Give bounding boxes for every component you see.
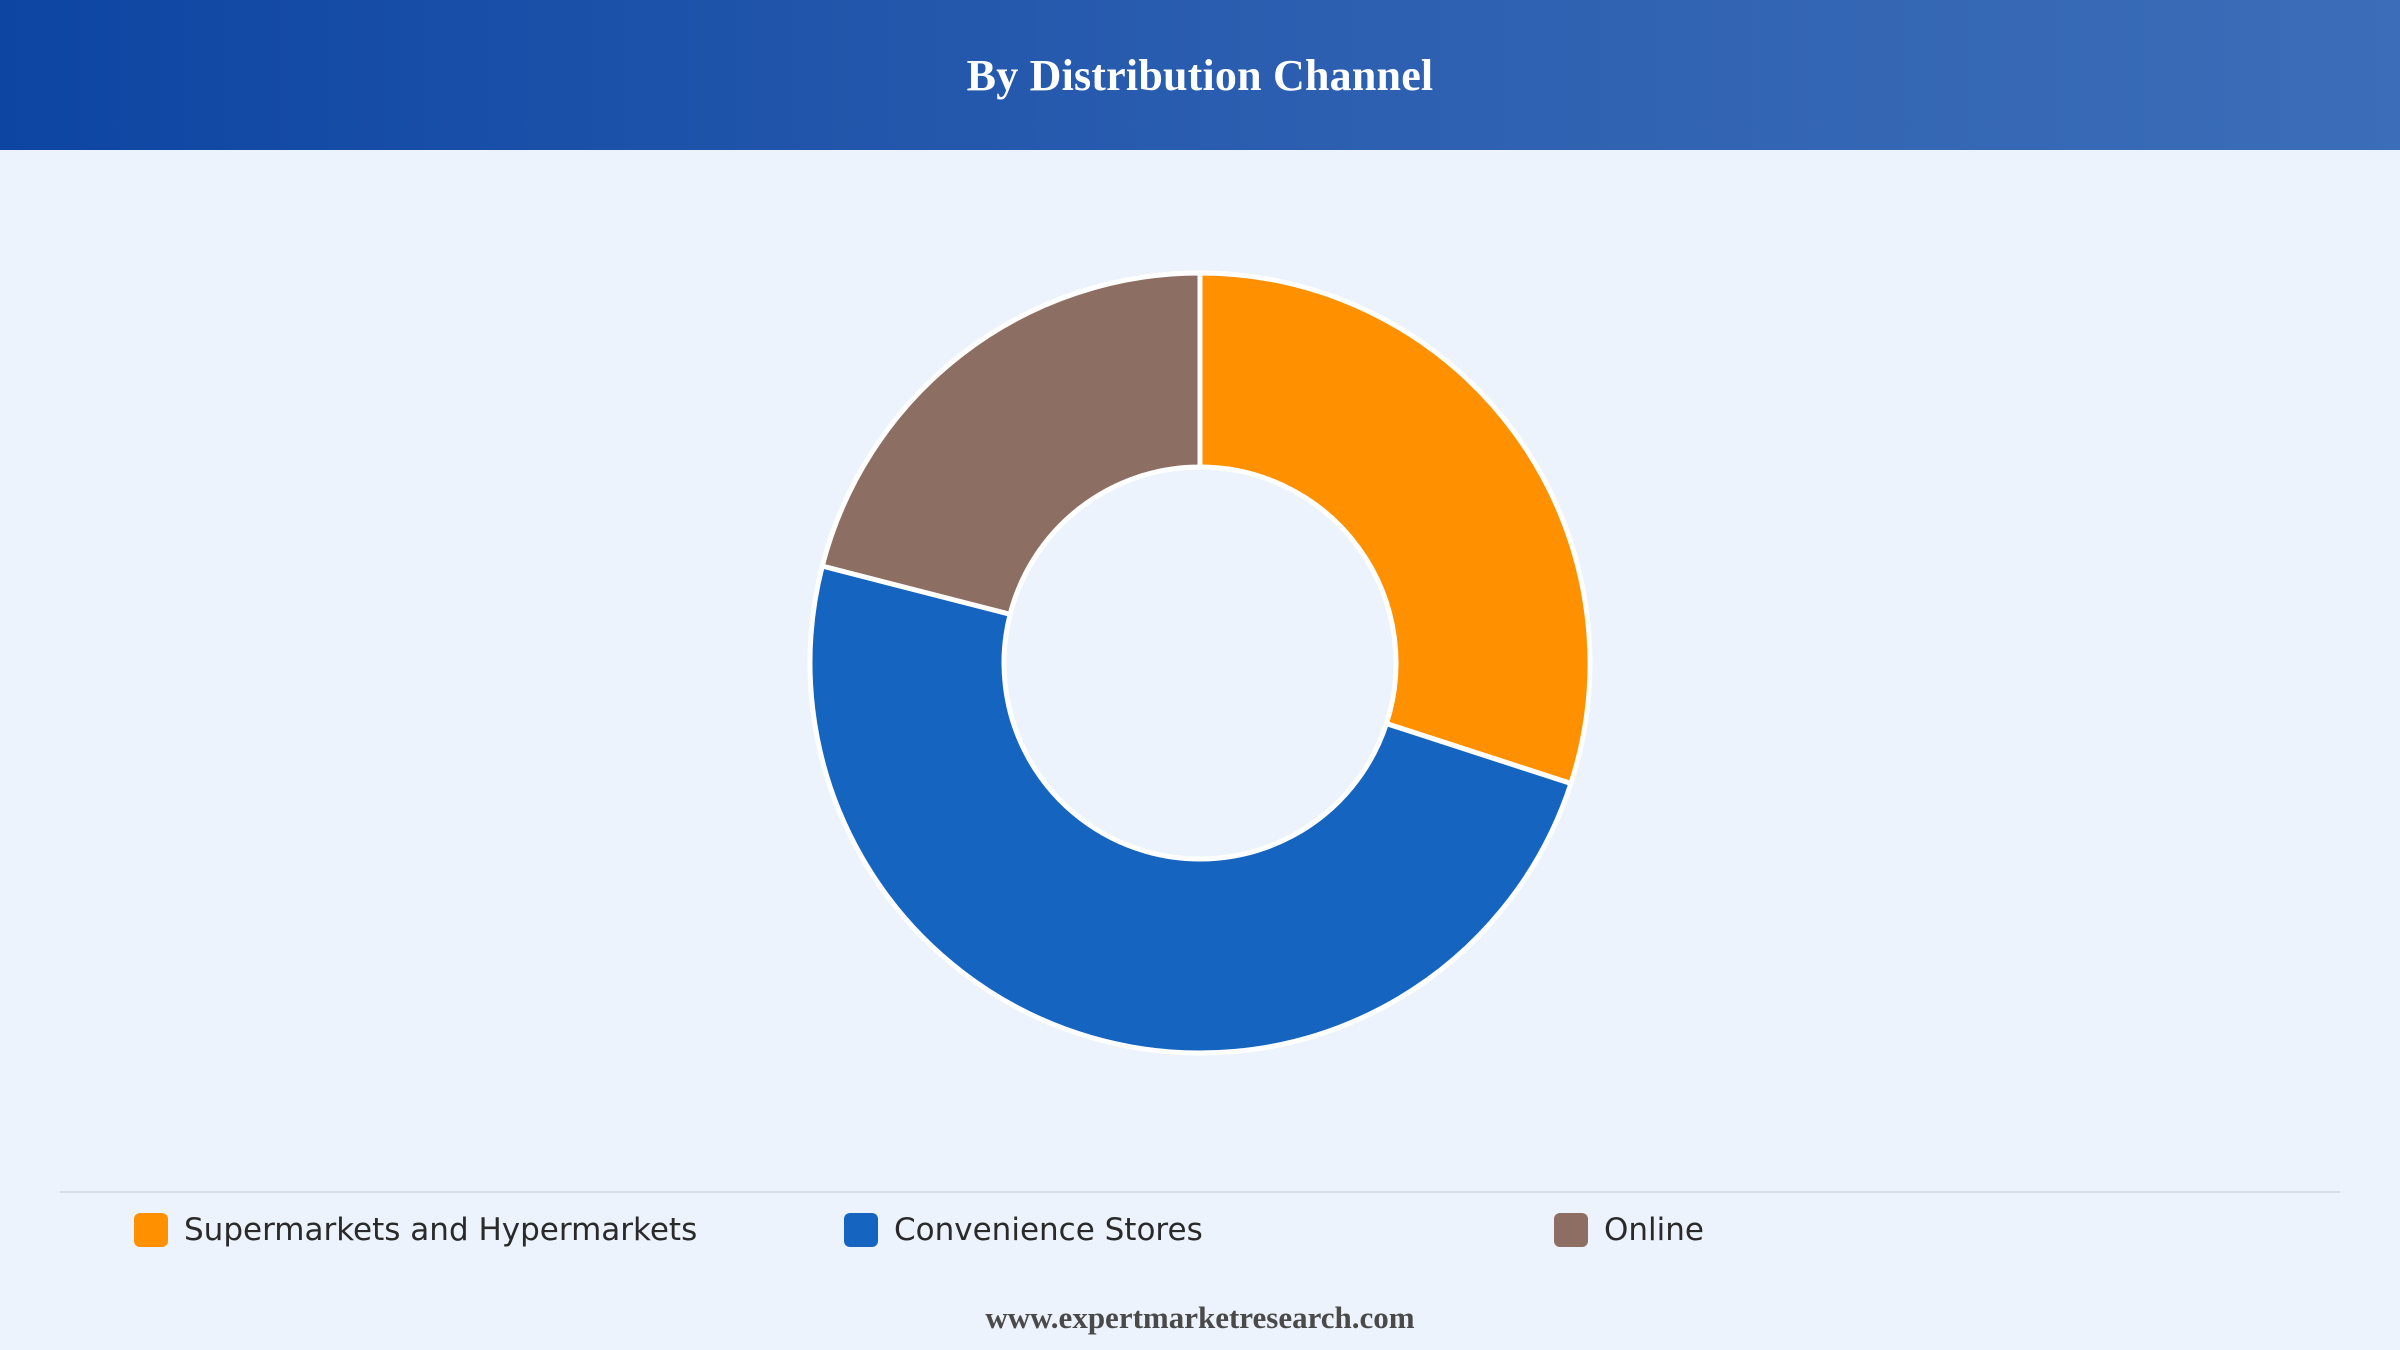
chart-title: By Distribution Channel xyxy=(966,50,1434,100)
legend-swatch-online xyxy=(1554,1213,1588,1247)
slice-online[interactable] xyxy=(819,270,1203,617)
legend-label-supermarkets: Supermarkets and Hypermarkets xyxy=(184,1212,698,1248)
slice-convenience-stores[interactable] xyxy=(807,563,1574,1056)
legend-label-online: Online xyxy=(1604,1212,1704,1248)
footer-source-url: www.expertmarketresearch.com xyxy=(985,1300,1415,1335)
legend-swatch-convenience-stores xyxy=(844,1213,878,1247)
legend-item-online[interactable]: Online xyxy=(1554,1210,1704,1250)
legend: Supermarkets and Hypermarkets Convenienc… xyxy=(0,1210,2400,1250)
legend-item-convenience-stores[interactable]: Convenience Stores xyxy=(844,1210,1203,1250)
legend-label-convenience-stores: Convenience Stores xyxy=(894,1212,1203,1248)
chart-header: By Distribution Channel xyxy=(0,0,2400,150)
chart-area xyxy=(0,150,2400,1190)
slice-supermarkets-and-hypermarkets[interactable] xyxy=(1197,270,1593,787)
donut-chart xyxy=(807,270,1593,1056)
legend-item-supermarkets[interactable]: Supermarkets and Hypermarkets xyxy=(134,1210,697,1250)
legend-swatch-supermarkets xyxy=(134,1213,168,1247)
legend-divider xyxy=(60,1191,2340,1193)
